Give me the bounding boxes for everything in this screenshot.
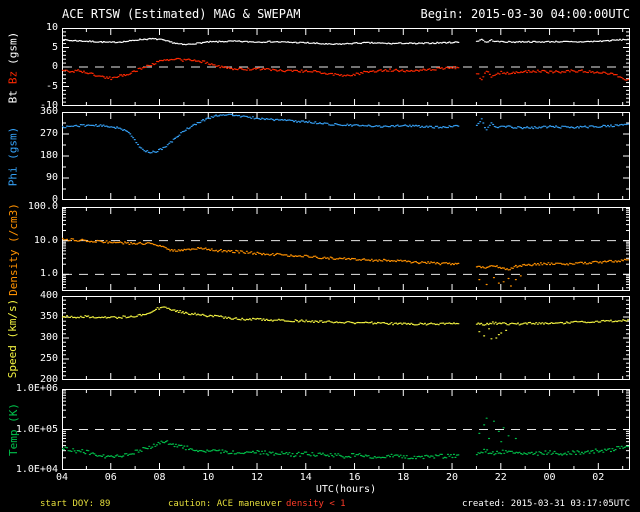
y-tick-label: 0 (51, 61, 58, 72)
y-tick-label: 180 (39, 150, 58, 161)
y-axis-label-text: Bz (6, 70, 20, 84)
plot-title: ACE RTSW (Estimated) MAG & SWEPAM (62, 7, 301, 21)
y-tick-label: 200 (39, 374, 58, 385)
series-bz (62, 57, 630, 81)
series-temp (62, 417, 630, 460)
y-tick-label: 270 (39, 128, 58, 139)
series-density (62, 237, 630, 287)
x-tick-label: 22 (494, 472, 507, 483)
y-tick-label: 300 (39, 332, 58, 343)
y-axis-label-text: Speed (km/s) (6, 298, 20, 378)
y-tick-label: 5 (51, 41, 58, 53)
y-tick-label: -10 (39, 100, 58, 111)
begin-timestamp: Begin: 2015-03-30 04:00:00UTC (420, 7, 630, 21)
y-axis-label-speed: Speed (km/s) (0, 296, 26, 380)
y-tick-label: 10.0 (33, 234, 58, 246)
panel-speed (62, 296, 630, 380)
caution-label: caution: ACE maneuver (168, 499, 282, 509)
y-axis-label-text: Phi (gsm) (6, 126, 20, 186)
panel-density (62, 207, 630, 291)
y-tick-label: 1.0E+06 (15, 383, 58, 394)
y-axis-label-text: Bt (6, 89, 20, 103)
y-axis-label-mag: Bt Bz (gsm) (0, 28, 26, 106)
y-tick-label: 400 (39, 290, 58, 301)
x-tick-label: 10 (202, 472, 215, 483)
panel-phi (62, 112, 630, 200)
y-tick-label: -5 (45, 80, 58, 92)
y-tick-label: 90 (45, 172, 58, 183)
x-tick-label: 02 (592, 472, 605, 483)
x-tick-label: 06 (104, 472, 117, 483)
series-phi (62, 113, 630, 154)
density-warning-label: density < 1 (286, 499, 346, 509)
series-speed (62, 306, 630, 340)
series-bt (62, 37, 630, 46)
x-axis-title: UTC(hours) (315, 484, 377, 495)
y-axis-label-text: Density (/cm3) (6, 202, 20, 296)
start-doy-label: start DOY: 89 (40, 499, 111, 509)
x-tick-label: 16 (348, 472, 361, 483)
y-tick-label: 1.0 (39, 268, 58, 280)
x-tick-label: 20 (446, 472, 459, 483)
y-tick-label: 360 (39, 106, 58, 117)
y-axis-label-density: Density (/cm3) (0, 203, 26, 296)
x-tick-label: 04 (55, 472, 69, 483)
panel-temp (62, 389, 630, 470)
panel-mag (62, 28, 630, 106)
y-tick-label: 10 (45, 22, 58, 33)
created-timestamp: created: 2015-03-31 03:17:05UTC (462, 499, 630, 509)
y-tick-label: 350 (39, 311, 58, 322)
y-tick-label: 0 (51, 194, 58, 205)
x-tick-label: 12 (250, 472, 264, 483)
x-tick-label: 00 (543, 472, 556, 483)
y-axis-label-text: Temp (K) (6, 403, 20, 456)
x-tick-label: 08 (153, 472, 166, 483)
y-tick-label: 250 (39, 353, 58, 364)
y-axis-label-temp: Temp (K) (0, 389, 26, 470)
x-tick-label: 14 (299, 472, 312, 483)
y-tick-label: 100.0 (27, 201, 58, 212)
y-axis-label-text: (gsm) (6, 31, 20, 65)
y-tick-label: 1.0E+04 (15, 464, 58, 475)
y-tick-label: 1.0E+05 (15, 423, 58, 435)
x-tick-label: 18 (397, 472, 410, 483)
y-axis-label-phi: Phi (gsm) (0, 112, 26, 200)
